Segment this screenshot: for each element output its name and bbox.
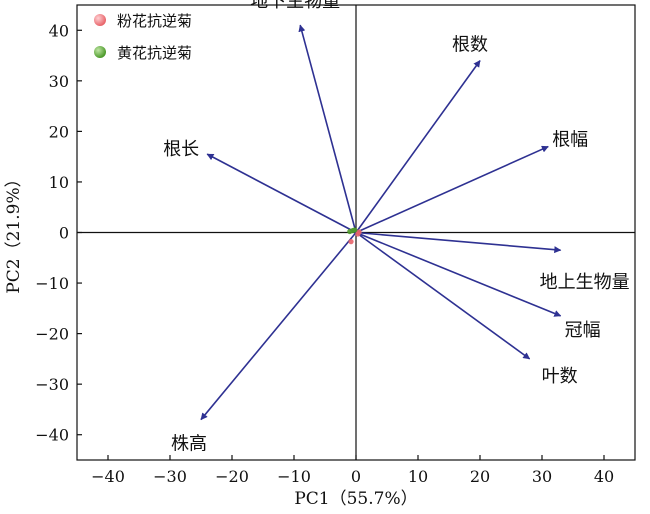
y-axis: −40 −30 −20 −10 0 10 20 30 40: [35, 21, 82, 445]
loading-arrow: [355, 231, 562, 317]
sample-point-pink: [348, 239, 354, 245]
x-axis: −40 −30 −20 −10 0 10 20 30 40: [91, 455, 614, 486]
loading-label: 地上生物量: [540, 272, 630, 293]
sample-point-pink: [355, 231, 361, 237]
legend-marker-green: [94, 46, 106, 58]
loading-arrow: [355, 145, 549, 234]
x-tick-label: −40: [91, 467, 125, 486]
y-tick-label: 20: [49, 122, 69, 141]
legend-label-green: 黄花抗逆菊: [117, 44, 192, 62]
loading-arrow: [200, 231, 357, 421]
y-axis-title: PC2（21.9%）: [4, 170, 24, 293]
x-tick-label: −10: [277, 467, 311, 486]
x-tick-label: 40: [594, 467, 614, 486]
loading-label: 株高: [171, 434, 207, 455]
x-tick-label: 10: [408, 467, 428, 486]
y-tick-label: −20: [35, 325, 69, 344]
sample-point-green: [347, 228, 353, 235]
y-tick-label: −10: [35, 274, 69, 293]
y-tick-label: 0: [59, 224, 69, 243]
y-tick-label: −40: [35, 426, 69, 445]
loading-arrow: [355, 60, 481, 233]
loading-arrow: [355, 231, 562, 254]
loading-label: 根幅: [552, 130, 588, 151]
x-tick-label: 0: [351, 467, 361, 486]
loading-label: 根数: [452, 35, 488, 56]
loading-arrow: [355, 231, 531, 360]
loading-label: 地下生物量: [250, 0, 340, 12]
y-tick-label: 10: [49, 173, 69, 192]
legend: 粉花抗逆菊 黄花抗逆菊: [94, 12, 192, 62]
loading-label: 冠幅: [565, 320, 601, 341]
y-tick-label: 40: [49, 21, 69, 40]
legend-label-pink: 粉花抗逆菊: [117, 12, 192, 30]
loading-label: 叶数: [542, 366, 578, 387]
y-tick-label: −30: [35, 375, 69, 394]
x-axis-title: PC1（55.7%）: [294, 489, 417, 509]
x-tick-label: 30: [532, 467, 552, 486]
x-tick-label: 20: [470, 467, 490, 486]
x-tick-label: −20: [215, 467, 249, 486]
sample-points: [347, 227, 362, 245]
loading-arrow: [206, 153, 357, 234]
x-tick-label: −30: [153, 467, 187, 486]
y-tick-label: 30: [49, 72, 69, 91]
legend-marker-pink: [94, 14, 106, 26]
loading-arrow: [298, 24, 357, 233]
sample-point-green: [352, 227, 358, 233]
loading-label: 根长: [163, 139, 199, 160]
